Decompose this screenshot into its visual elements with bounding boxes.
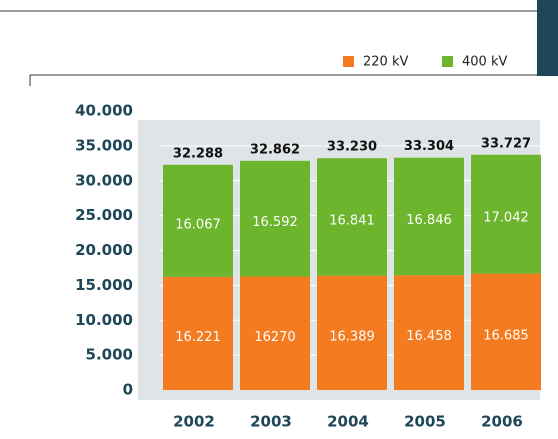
bar-segment <box>394 275 464 390</box>
value-label: 16.685 <box>483 328 529 343</box>
value-label: 16.221 <box>175 330 221 345</box>
corner-block <box>537 0 558 76</box>
value-label: 16.067 <box>175 217 221 232</box>
y-tick-label: 0 <box>123 381 133 399</box>
legend-label: 220 kV <box>363 55 408 70</box>
bar-segment <box>163 276 233 390</box>
value-label: 16.846 <box>406 213 452 228</box>
bar-segment <box>240 160 310 277</box>
y-tick-label: 35.000 <box>75 136 133 154</box>
bar-segment <box>317 275 387 390</box>
legend-swatch <box>442 56 453 67</box>
total-label: 32.288 <box>173 146 223 161</box>
y-tick-label: 10.000 <box>75 311 133 329</box>
legend-label: 400 kV <box>462 55 507 70</box>
x-tick-label: 2006 <box>481 413 523 431</box>
y-tick-label: 25.000 <box>75 206 133 224</box>
value-label: 17.042 <box>483 211 529 226</box>
bar-segment <box>471 273 541 390</box>
y-tick-label: 20.000 <box>75 241 133 259</box>
legend-swatch <box>343 56 354 67</box>
bar-segment <box>394 157 464 276</box>
x-tick-label: 2005 <box>404 413 446 431</box>
total-label: 33.230 <box>327 140 377 155</box>
value-label: 16270 <box>254 330 295 345</box>
bar-segment <box>163 164 233 277</box>
value-label: 16.389 <box>329 329 375 344</box>
y-tick-label: 30.000 <box>75 171 133 189</box>
total-label: 33.304 <box>404 139 454 154</box>
total-label: 33.727 <box>481 136 531 151</box>
y-tick-label: 5.000 <box>86 346 133 364</box>
y-tick-label: 40.000 <box>75 102 133 120</box>
x-tick-label: 2002 <box>173 413 215 431</box>
x-tick-label: 2004 <box>327 413 369 431</box>
value-label: 16.458 <box>406 329 452 344</box>
bar-segment <box>471 154 541 274</box>
value-label: 16.592 <box>252 215 298 230</box>
bar-segment <box>240 276 310 390</box>
y-tick-label: 15.000 <box>75 276 133 294</box>
bar-segment <box>317 158 387 276</box>
x-tick-label: 2003 <box>250 413 292 431</box>
total-label: 32.862 <box>250 142 300 157</box>
value-label: 16.841 <box>329 213 375 228</box>
